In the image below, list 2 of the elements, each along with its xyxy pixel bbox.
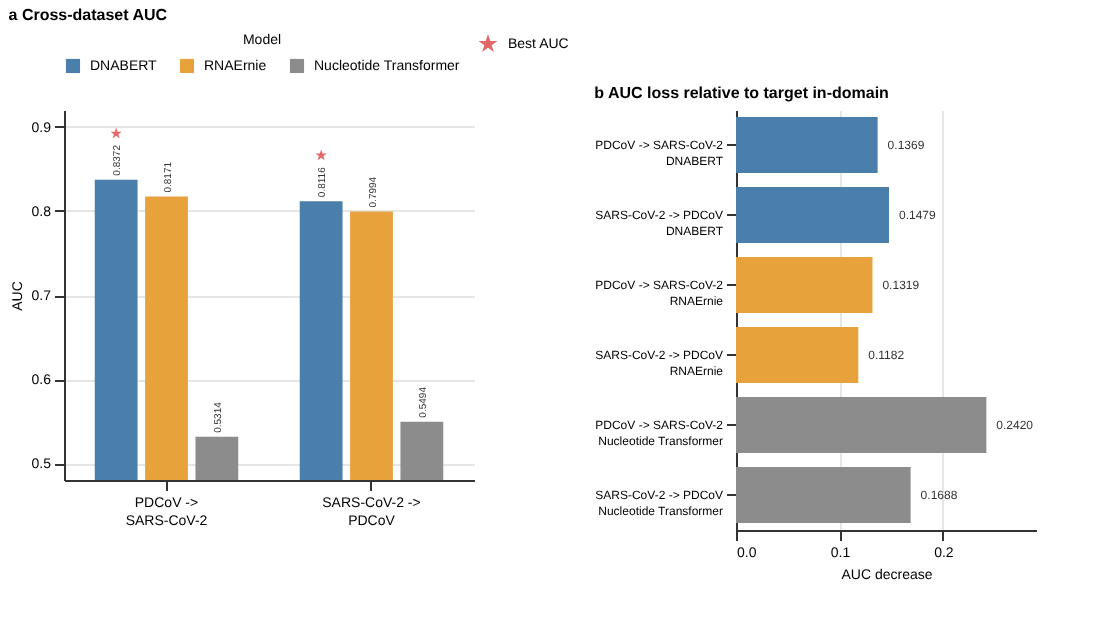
chart-title: b AUC loss relative to target in-domain <box>594 84 890 102</box>
chart-title: a Cross-dataset AUC <box>8 6 168 24</box>
